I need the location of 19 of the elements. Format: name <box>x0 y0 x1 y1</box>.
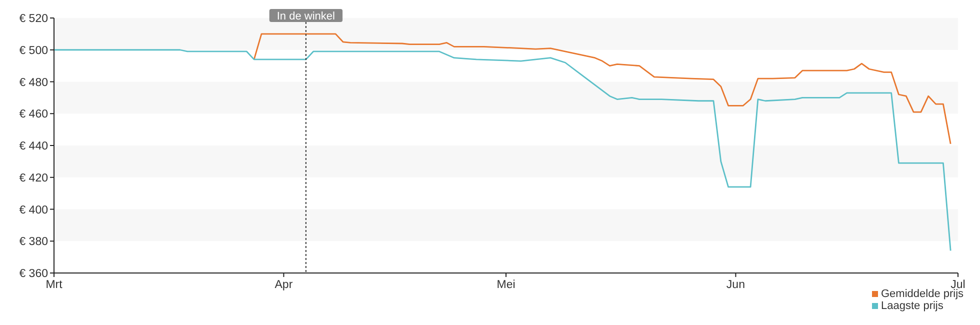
y-tick-label: € 520 <box>19 13 48 25</box>
y-tick-label: € 400 <box>19 204 48 216</box>
y-tick-label: € 420 <box>19 172 48 184</box>
x-tick-label: Apr <box>274 279 293 291</box>
legend-label: Laagste prijs <box>881 300 944 312</box>
y-tick-label: € 440 <box>19 140 48 152</box>
line-series <box>53 49 952 252</box>
y-tick-label: € 500 <box>19 44 48 57</box>
x-tick-label: Jun <box>726 279 745 291</box>
x-tick-label: Mei <box>496 279 516 291</box>
line-series <box>253 33 952 145</box>
x-tick-label: Mrt <box>46 279 64 291</box>
ref-line-label: In de winkel <box>276 10 335 22</box>
y-tick-label: € 380 <box>19 236 48 248</box>
x-tick-label: Jul <box>950 279 966 291</box>
y-tick-label: € 480 <box>19 76 48 89</box>
legend-label: Gemiddelde prijs <box>881 288 964 300</box>
y-tick-label: € 360 <box>19 268 48 280</box>
y-tick-label: € 460 <box>19 108 48 121</box>
